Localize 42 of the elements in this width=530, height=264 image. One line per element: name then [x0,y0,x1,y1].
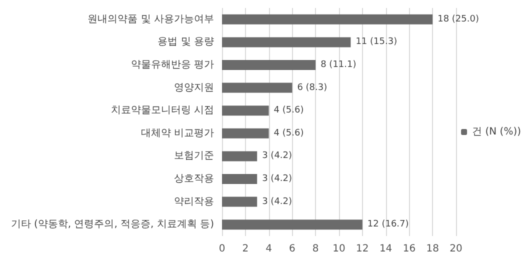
bar [222,60,316,70]
y-tick-label: 치료약물모니터링 시점 [110,105,214,116]
data-label: 3 (4.2) [262,196,292,207]
legend-label: 건 (N (%)) [472,126,522,138]
x-tick-label: 20 [450,244,462,254]
bar [222,37,351,48]
bar [222,128,269,138]
data-label: 11 (15.3) [356,37,398,48]
bar [222,196,258,207]
bar [222,106,269,116]
x-tick-label: 2 [242,244,249,254]
y-tick-label: 기타 (약동학, 연령주의, 적응증, 치료계획 등) [10,219,214,230]
y-tick-label: 대체약 비교평가 [140,128,214,139]
data-label: 8 (11.1) [320,60,356,70]
x-tick-label: 6 [289,244,296,254]
data-label: 6 (8.3) [297,82,328,93]
y-tick-label: 약리작용 [174,196,214,208]
data-label: 18 (25.0) [438,14,479,24]
data-label: 3 (4.2) [262,151,292,162]
x-tick-label: 16 [402,244,416,254]
y-tick-label: 용법 및 용량 [158,36,214,48]
data-label: 12 (16.7) [367,220,409,230]
data-label: 4 (5.6) [274,106,304,116]
bar [222,220,362,230]
x-tick-label: 8 [312,244,319,254]
bar [222,14,433,24]
bar [222,174,258,184]
data-label: 3 (4.2) [262,174,292,184]
bar [222,82,292,93]
y-tick-label: 영양지원 [174,82,214,94]
y-tick-label: 보험기준 [174,150,214,162]
x-tick-label: 12 [356,244,369,254]
x-tick-label: 10 [332,244,346,254]
x-tick-label: 14 [379,244,392,254]
x-tick-label: 0 [218,244,226,254]
x-tick-label: 4 [266,244,272,254]
bar [222,151,258,162]
y-tick-label: 약물유해반응 평가 [130,60,214,70]
x-tick-label: 18 [426,244,439,254]
y-tick-label: 상호작용 [174,174,214,184]
data-label: 4 (5.6) [274,128,304,138]
y-tick-label: 원내의약품 및 사용가능여부 [88,14,214,25]
